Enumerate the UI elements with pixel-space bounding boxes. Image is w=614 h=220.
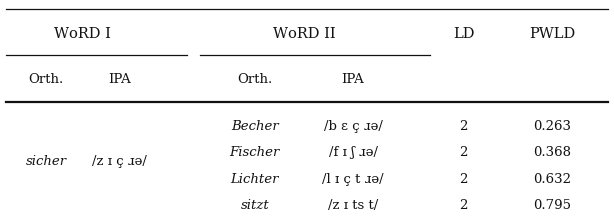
Text: 0.368: 0.368 <box>534 146 572 160</box>
Text: Orth.: Orth. <box>28 73 64 86</box>
Text: /b ɛ ç ɹə/: /b ɛ ç ɹə/ <box>324 120 383 133</box>
Text: WᴏRD I: WᴏRD I <box>55 27 111 41</box>
Text: Lichter: Lichter <box>231 173 279 186</box>
Text: 2: 2 <box>459 199 468 212</box>
Text: WᴏRD II: WᴏRD II <box>273 27 335 41</box>
Text: /f ɪ ʃ ɹə/: /f ɪ ʃ ɹə/ <box>328 146 378 160</box>
Text: 2: 2 <box>459 173 468 186</box>
Text: IPA: IPA <box>108 73 131 86</box>
Text: /l ɪ ç t ɹə/: /l ɪ ç t ɹə/ <box>322 173 384 186</box>
Text: Fischer: Fischer <box>230 146 280 160</box>
Text: Becher: Becher <box>231 120 279 133</box>
Text: 2: 2 <box>459 120 468 133</box>
Text: sitzt: sitzt <box>241 199 269 212</box>
Text: Orth.: Orth. <box>237 73 273 86</box>
Text: 2: 2 <box>459 146 468 160</box>
Text: 0.795: 0.795 <box>534 199 572 212</box>
Text: LD: LD <box>453 27 475 41</box>
Text: PWLD: PWLD <box>529 27 576 41</box>
Text: 0.263: 0.263 <box>534 120 572 133</box>
Text: IPA: IPA <box>341 73 365 86</box>
Text: /z ɪ ts t/: /z ɪ ts t/ <box>328 199 378 212</box>
Text: 0.632: 0.632 <box>534 173 572 186</box>
Text: sicher: sicher <box>26 155 66 168</box>
Text: /z ɪ ç ɹə/: /z ɪ ç ɹə/ <box>92 155 147 168</box>
